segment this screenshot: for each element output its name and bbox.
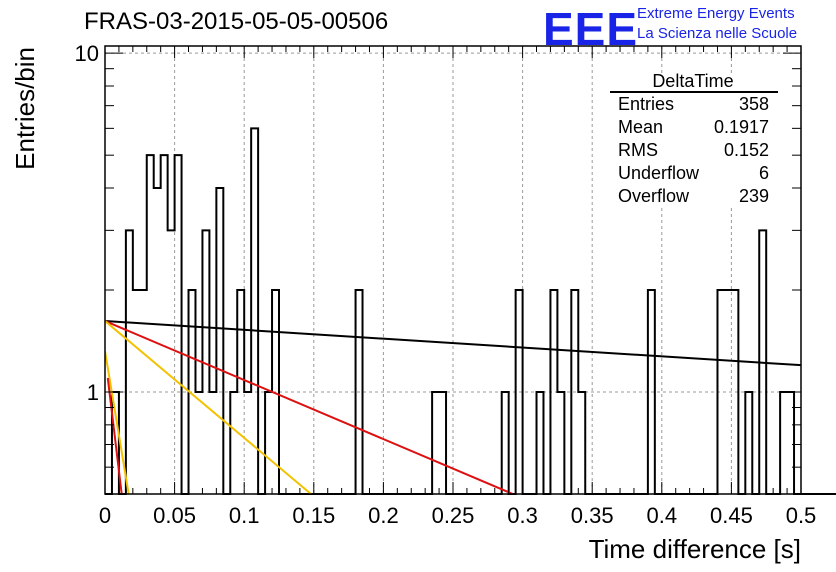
x-axis-label: Time difference [s] <box>589 534 801 564</box>
x-tick-label: 0.35 <box>571 503 614 528</box>
stats-value: 0.152 <box>724 140 769 160</box>
x-tick-label: 0.05 <box>153 503 196 528</box>
fit-line <box>106 377 123 494</box>
x-tick-label: 0.2 <box>368 503 399 528</box>
x-tick-label: 0.4 <box>647 503 678 528</box>
logo-subtitle-2: La Scienza nelle Scuole <box>637 25 798 42</box>
stats-value: 0.1917 <box>714 117 769 137</box>
y-tick-label: 1 <box>87 380 99 405</box>
run-title: FRAS-03-2015-05-05-00506 <box>84 8 389 35</box>
stats-label: Mean <box>618 117 663 137</box>
fit-line <box>105 350 130 494</box>
x-tick-label: 0 <box>99 503 111 528</box>
y-tick-label: 10 <box>75 41 99 66</box>
x-tick-label: 0.25 <box>432 503 475 528</box>
fit-line <box>105 320 514 494</box>
stats-label: Overflow <box>618 186 690 206</box>
fit-line <box>105 320 801 367</box>
x-tick-label: 0.5 <box>786 503 817 528</box>
fit-line <box>105 320 312 494</box>
x-tick-label: 0.45 <box>710 503 753 528</box>
stats-box <box>610 74 781 206</box>
stats-value: 239 <box>739 186 769 206</box>
stats-label: RMS <box>618 140 658 160</box>
x-tick-label: 0.3 <box>507 503 538 528</box>
y-axis-label: Entries/bin <box>10 47 40 170</box>
stats-value: 6 <box>759 163 769 183</box>
stats-label: Underflow <box>618 163 700 183</box>
logo-subtitle-1: Extreme Energy Events <box>637 5 795 22</box>
x-tick-label: 0.15 <box>292 503 335 528</box>
stats-title: DeltaTime <box>652 71 733 91</box>
stats-value: 358 <box>739 94 769 114</box>
stats-label: Entries <box>618 94 674 114</box>
x-tick-label: 0.1 <box>229 503 260 528</box>
